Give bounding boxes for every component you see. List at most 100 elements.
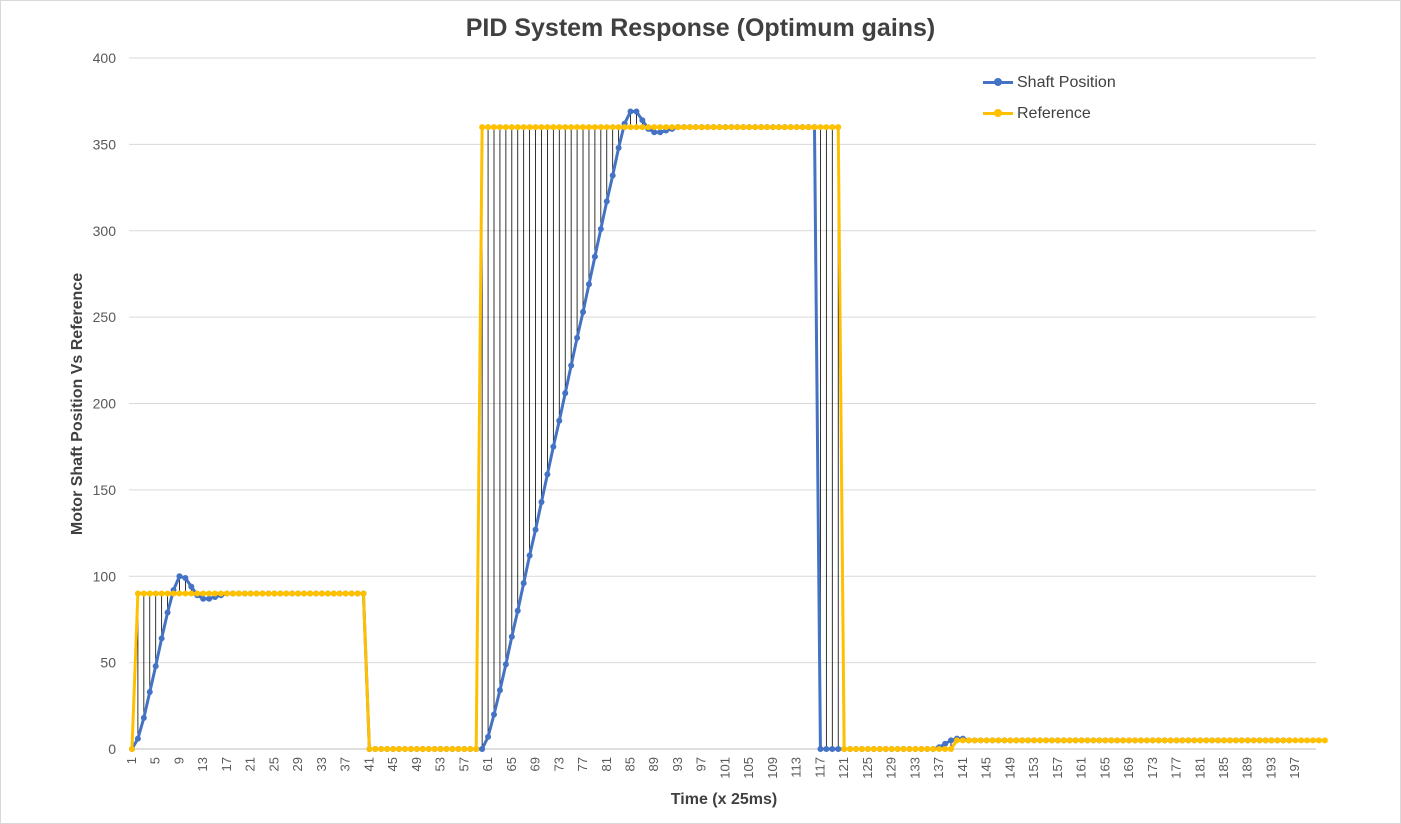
x-tick-label: 77 [575, 757, 590, 771]
data-point-reference [1114, 737, 1121, 744]
data-point-reference [1013, 737, 1020, 744]
data-point-shaft-position [591, 253, 598, 260]
data-point-reference [1007, 737, 1014, 744]
data-point-reference [200, 590, 207, 597]
data-point-reference [965, 737, 972, 744]
data-point-reference [781, 124, 788, 131]
data-point-reference [283, 590, 290, 597]
data-point-reference [1268, 737, 1275, 744]
x-axis-label: Time (x 25ms) [670, 791, 778, 808]
data-point-reference [722, 124, 729, 131]
x-tick-label: 33 [314, 757, 329, 771]
data-point-reference [217, 590, 224, 597]
data-point-shaft-position [140, 714, 147, 721]
data-point-reference [989, 737, 996, 744]
data-point-shaft-position [562, 390, 569, 397]
data-point-reference [378, 746, 385, 752]
x-tick-label: 65 [504, 757, 519, 771]
data-point-reference [556, 124, 563, 131]
data-point-reference [491, 124, 498, 131]
data-point-shaft-position [574, 334, 581, 341]
data-point-reference [1031, 737, 1038, 744]
x-tick-label: 141 [955, 757, 970, 779]
data-point-reference [710, 124, 717, 131]
data-point-reference [942, 746, 949, 752]
data-point-reference [312, 590, 319, 597]
data-point-reference [1143, 737, 1150, 744]
x-tick-label: 169 [1121, 757, 1136, 779]
data-point-reference [1161, 737, 1168, 744]
data-point-reference [259, 590, 266, 597]
data-point-reference [900, 746, 907, 752]
data-point-shaft-position [176, 573, 183, 580]
x-tick-label: 21 [243, 757, 258, 771]
data-point-reference [467, 746, 474, 752]
data-point-reference [1292, 737, 1299, 744]
data-point-reference [627, 124, 634, 131]
y-tick-label: 400 [93, 50, 117, 66]
x-tick-label: 149 [1002, 757, 1017, 779]
data-point-shaft-position [200, 595, 207, 602]
data-point-shaft-position [158, 635, 165, 642]
data-point-reference [858, 746, 865, 752]
data-point-reference [752, 124, 759, 131]
data-point-reference [152, 590, 159, 597]
y-tick-label: 0 [108, 741, 116, 757]
data-point-reference [1048, 737, 1055, 744]
data-point-reference [585, 124, 592, 131]
data-point-reference [1090, 737, 1097, 744]
data-point-shaft-position [479, 746, 486, 752]
data-point-shaft-position [627, 108, 634, 115]
data-point-reference [669, 124, 676, 131]
data-point-reference [1072, 737, 1079, 744]
data-point-shaft-position [544, 471, 551, 478]
data-point-reference [764, 124, 771, 131]
x-tick-label: 69 [528, 757, 543, 771]
data-point-shaft-position [657, 129, 664, 136]
data-point-reference [158, 590, 165, 597]
data-point-reference [1042, 737, 1049, 744]
data-point-reference [864, 746, 871, 752]
data-point-reference [348, 590, 355, 597]
data-point-reference [740, 124, 747, 131]
data-point-reference [663, 124, 670, 131]
data-point-reference [1131, 737, 1138, 744]
x-tick-label: 165 [1097, 757, 1112, 779]
data-point-reference [443, 746, 450, 752]
data-point-shaft-position [580, 308, 587, 315]
data-point-reference [758, 124, 765, 131]
x-tick-label: 89 [646, 757, 661, 771]
legend-swatch-reference [983, 109, 1013, 118]
legend-label-shaft-position: Shaft Position [1017, 74, 1116, 91]
x-tick-label: 113 [789, 757, 804, 778]
data-point-shaft-position [947, 737, 954, 744]
data-point-reference [1078, 737, 1085, 744]
data-point-reference [485, 124, 492, 131]
x-tick-label: 161 [1074, 757, 1089, 779]
data-point-reference [223, 590, 230, 597]
data-point-reference [1286, 737, 1293, 744]
data-point-shaft-position [485, 733, 492, 740]
x-tick-label: 193 [1263, 757, 1278, 779]
data-point-reference [769, 124, 776, 131]
data-point-reference [1226, 737, 1233, 744]
data-point-reference [1238, 737, 1245, 744]
data-point-reference [206, 590, 213, 597]
data-point-reference [1203, 737, 1210, 744]
data-point-shaft-position [639, 117, 646, 124]
data-point-reference [793, 124, 800, 131]
data-point-reference [817, 124, 824, 131]
data-point-reference [295, 590, 302, 597]
data-point-reference [870, 746, 877, 752]
data-point-reference [1155, 737, 1162, 744]
data-point-reference [1019, 737, 1026, 744]
x-tick-label: 145 [979, 757, 994, 779]
data-point-shaft-position [603, 198, 610, 205]
data-point-shaft-position [520, 580, 527, 587]
data-point-shaft-position [817, 746, 824, 752]
data-point-reference [1221, 737, 1228, 744]
data-point-reference [1191, 737, 1198, 744]
data-point-reference [615, 124, 622, 131]
series-line-reference [130, 125, 1325, 751]
data-point-reference [520, 124, 527, 131]
